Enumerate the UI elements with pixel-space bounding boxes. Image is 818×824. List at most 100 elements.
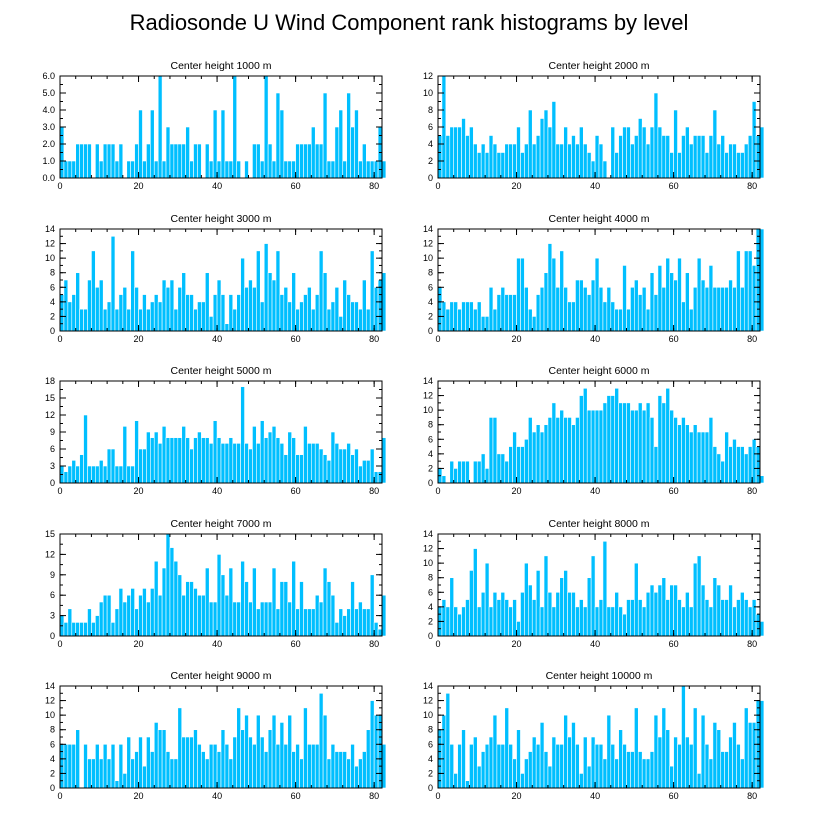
histogram-bar — [496, 599, 502, 637]
histogram-bar — [622, 743, 627, 789]
histogram-bar — [138, 594, 143, 637]
histogram-bar — [275, 608, 281, 637]
histogram-bar — [185, 581, 190, 637]
histogram-bar — [204, 437, 210, 484]
histogram-bar — [469, 301, 474, 332]
histogram-bar — [673, 736, 678, 789]
histogram-bar — [244, 286, 249, 332]
y-tick-label: 2 — [428, 311, 433, 321]
y-tick-label: 0 — [50, 478, 55, 488]
histogram-bar — [528, 109, 533, 179]
histogram-bar — [185, 294, 190, 332]
panel-title: Center height 5000 m — [171, 365, 272, 377]
histogram-bar — [197, 743, 202, 789]
histogram-bar — [473, 736, 478, 789]
histogram-bar — [373, 160, 379, 179]
histogram-bar — [496, 294, 502, 332]
histogram-bar — [692, 424, 698, 484]
histogram-bar — [606, 606, 612, 637]
x-tick-label: 60 — [669, 791, 679, 801]
histogram-bar — [330, 431, 336, 484]
y-tick-label: 2 — [428, 616, 433, 626]
histogram-bar — [208, 443, 214, 484]
histogram-bar — [594, 606, 600, 637]
histogram-bar — [716, 584, 722, 637]
y-tick-label: 14 — [45, 681, 55, 691]
histogram-bar — [484, 316, 490, 332]
y-tick-label: 14 — [45, 224, 55, 234]
histogram-bar — [449, 460, 455, 484]
histogram-bar — [751, 438, 757, 484]
histogram-bar — [110, 235, 116, 332]
histogram-bar — [555, 143, 561, 179]
x-tick-label: 0 — [57, 486, 62, 496]
histogram-bar — [381, 594, 387, 637]
histogram-bar — [708, 135, 714, 179]
histogram-bar — [201, 301, 206, 332]
x-tick-label: 20 — [512, 334, 522, 344]
histogram-bar — [118, 588, 124, 637]
histogram-bar — [747, 446, 753, 484]
histogram-bar — [716, 143, 722, 179]
y-tick-label: 14 — [423, 529, 433, 539]
histogram-bar — [539, 606, 545, 637]
x-tick-label: 40 — [212, 486, 222, 496]
histogram-bar — [354, 608, 359, 637]
histogram-bar — [248, 601, 253, 637]
histogram-bar — [531, 316, 537, 332]
x-tick-label: 60 — [291, 486, 301, 496]
histogram-bar — [712, 109, 718, 179]
histogram-bar — [373, 286, 379, 332]
histogram-bar — [547, 765, 553, 789]
histogram-bar — [177, 437, 183, 484]
x-tick-label: 20 — [134, 334, 144, 344]
histogram-bar — [208, 316, 214, 332]
histogram-bar — [685, 272, 690, 332]
histogram-bar — [318, 692, 324, 789]
y-tick-label: 12 — [45, 696, 55, 706]
histogram-bar — [712, 577, 718, 637]
x-tick-label: 20 — [512, 486, 522, 496]
histogram-bar — [307, 743, 312, 789]
histogram-bar — [122, 426, 128, 484]
histogram-bar — [716, 453, 722, 484]
histogram-bar — [244, 714, 249, 789]
histogram-bar — [531, 599, 537, 637]
x-tick-label: 0 — [435, 486, 440, 496]
histogram-bar — [106, 143, 112, 179]
histogram-bar — [142, 160, 147, 179]
histogram-bar — [114, 465, 120, 484]
histogram-bar — [318, 143, 324, 179]
histogram-bar — [610, 301, 616, 332]
histogram-bar — [480, 453, 486, 484]
histogram-bar — [267, 431, 273, 484]
histogram-bar — [622, 613, 627, 637]
histogram-bar — [216, 751, 222, 789]
histogram-bar — [512, 143, 517, 179]
histogram-bar — [528, 584, 533, 637]
histogram-bar — [157, 301, 163, 332]
histogram-bar — [457, 308, 462, 332]
histogram-bar — [492, 308, 498, 332]
y-tick-label: 12 — [423, 71, 433, 81]
histogram-bar — [645, 758, 651, 789]
histogram-bar — [677, 152, 682, 179]
histogram-bar — [641, 409, 647, 484]
histogram-bar — [724, 152, 729, 179]
histogram-bar — [334, 286, 340, 332]
histogram-bar — [618, 402, 623, 484]
histogram-bar — [657, 584, 663, 637]
histogram-bar — [303, 143, 308, 179]
histogram-bar — [634, 707, 639, 789]
histogram-bar — [543, 751, 549, 789]
histogram-bar — [488, 286, 494, 332]
histogram-bar — [571, 301, 576, 332]
y-tick-label: 8 — [428, 725, 433, 735]
histogram-bar — [102, 143, 108, 179]
histogram-bar — [712, 286, 718, 332]
x-tick-label: 20 — [134, 181, 144, 191]
histogram-bar — [555, 417, 561, 484]
histogram-bar — [181, 426, 186, 484]
histogram-bar — [71, 294, 77, 332]
panels: Center height 1000 m0 20 40 60 800.01.02.03.… — [42, 60, 765, 801]
